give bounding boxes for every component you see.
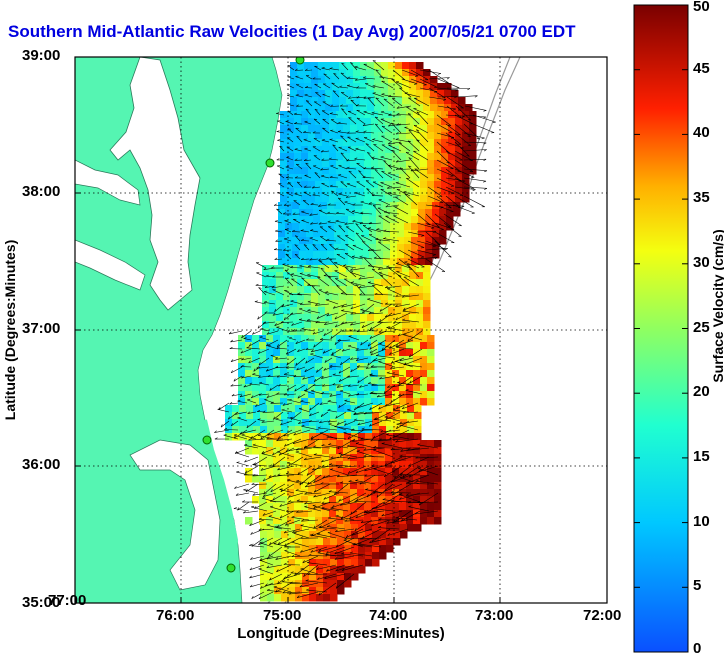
station-marker [202,435,212,445]
x-tick-label: 72:00 [583,607,622,624]
station-marker [265,158,275,168]
x-tick-label: 74:00 [369,607,408,624]
y-axis-label: Latitude (Degrees:Minutes) [2,239,18,421]
y-tick-label: 38:00 [22,183,61,200]
river-inlet [75,159,141,206]
pamlico-sound [129,439,221,591]
colorbar-tick-label: 5 [693,577,702,595]
x-tick-label: 77:00 [48,592,87,609]
station-marker [295,57,305,65]
y-tick-label: 39:00 [22,47,61,64]
axis-ticks [75,192,501,603]
river-inlet [75,239,146,291]
station-marker [226,563,236,573]
velocity-vectors [214,60,496,600]
y-tick-label: 37:00 [22,320,61,337]
colorbar-tick-label: 0 [693,640,702,657]
x-axis-label: Longitude (Degrees:Minutes) [237,625,445,642]
y-tick-label: 35:00 [22,594,61,611]
chesapeake-bay [109,57,201,311]
colorbar-tick-label: 20 [693,383,710,401]
colorbar-tick-label: 35 [693,189,710,207]
grid-lines [75,57,607,603]
colorbar-tick-label: 40 [693,124,710,142]
colorbar [633,4,689,653]
x-tick-label: 76:00 [156,607,195,624]
colorbar-tick-label: 15 [693,447,710,465]
x-tick-label: 75:00 [263,607,302,624]
map-title: Southern Mid-Atlantic Raw Velocities (1 … [8,22,576,41]
velocity-field [225,62,477,602]
colorbar-ticks [634,4,688,653]
x-tick-label: 73:00 [475,607,514,624]
colorbar-tick-label: 25 [693,318,710,336]
colorbar-tick-label: 45 [693,59,710,77]
colorbar-label: Surface Velocity (cm/s) [710,229,724,383]
colorbar-tick-label: 10 [693,512,710,530]
y-tick-label: 36:00 [22,456,61,473]
colorbar-tick-label: 30 [693,253,710,271]
colorbar-tick-label: 50 [693,0,710,15]
